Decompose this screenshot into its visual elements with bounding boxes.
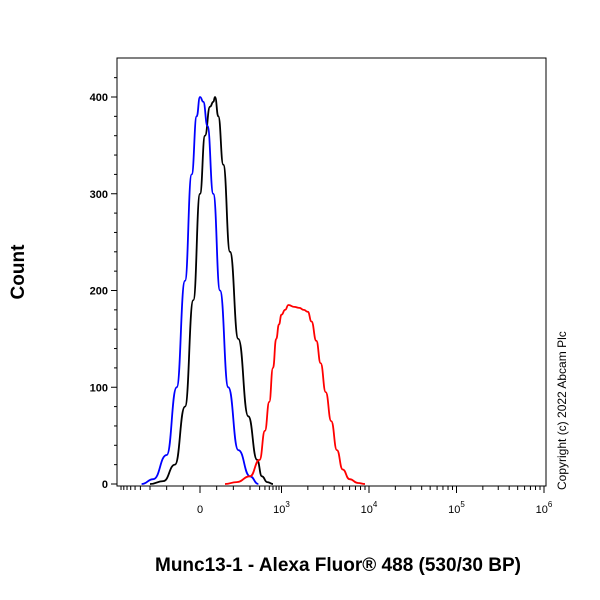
x-tick-label: 0 — [197, 504, 203, 516]
series-line-0 — [149, 96, 274, 485]
x-tick-label: 104 — [361, 500, 378, 516]
y-tick-label: 200 — [90, 286, 108, 298]
series-line-2 — [224, 304, 366, 485]
series-line-1 — [141, 96, 259, 485]
y-axis: 0 100 200 300 400 — [90, 77, 117, 491]
copyright-notice: Copyright (c) 2022 Abcam Plc — [555, 331, 569, 490]
y-axis-label: Count — [8, 244, 29, 300]
plot-frame — [116, 57, 547, 487]
y-tick-label: 400 — [90, 92, 108, 104]
y-tick-label: 100 — [90, 382, 108, 394]
x-tick-label: 103 — [273, 500, 290, 516]
y-tick-label: 0 — [102, 479, 108, 491]
y-tick-label: 300 — [90, 189, 108, 201]
x-tick-label: 106 — [536, 500, 553, 516]
x-axis-label: Munc13-1 - Alexa Fluor® 488 (530/30 BP) — [155, 555, 521, 576]
series-layer — [141, 96, 366, 485]
x-tick-label: 105 — [448, 500, 465, 516]
x-axis: 0 103 104 105 106 — [120, 486, 553, 516]
